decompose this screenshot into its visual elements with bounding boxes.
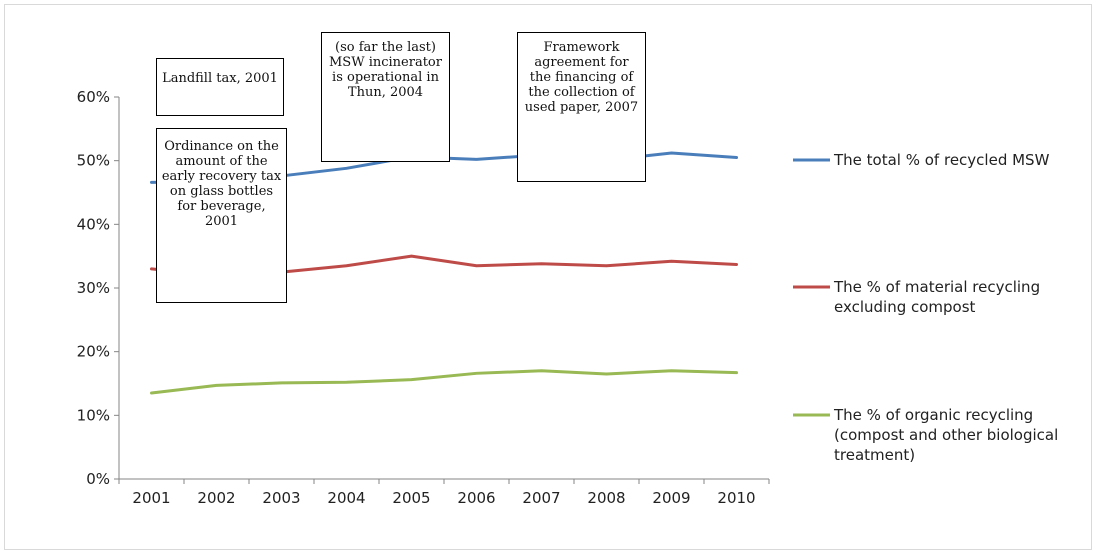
- series-point-1: [151, 181, 152, 183]
- series-point-2: [476, 265, 477, 267]
- series-point-2: [541, 263, 542, 265]
- series-point-3: [606, 373, 607, 375]
- series-point-2: [606, 265, 607, 267]
- series-point-3: [541, 370, 542, 372]
- series-point-1: [476, 158, 477, 160]
- series-point-3: [476, 372, 477, 374]
- series-point-3: [346, 381, 347, 383]
- series-point-1: [736, 156, 737, 158]
- series-point-2: [151, 268, 152, 270]
- series-point-3: [216, 384, 217, 386]
- legend-label-1: The total % of recycled MSW: [833, 151, 1050, 169]
- series-point-3: [281, 382, 282, 384]
- annotation-paper-collection-agreement: Framework agreement for the financing of…: [517, 32, 646, 182]
- y-tick-label: 60%: [77, 88, 110, 106]
- y-tick-label: 50%: [77, 152, 110, 170]
- y-tick-label: 40%: [77, 215, 110, 233]
- series-point-2: [346, 265, 347, 267]
- y-tick-label: 10%: [77, 406, 110, 424]
- legend-label-3: (compost and other biological: [834, 426, 1058, 444]
- series-point-3: [671, 370, 672, 372]
- series-point-3: [736, 372, 737, 374]
- legend-label-2: The % of material recycling: [833, 278, 1040, 296]
- x-tick-label: 2007: [522, 489, 560, 507]
- series-point-1: [671, 152, 672, 154]
- series-point-2: [411, 255, 412, 257]
- line-chart: 0% 10% 20% 30% 40% 50% 60% 2001 2002 2003 2004 2005…: [77, 88, 1059, 507]
- series-point-2: [736, 263, 737, 265]
- annotation-msw-incinerator: (so far the last) MSW incinerator is ope…: [321, 32, 450, 162]
- y-tick-label: 0%: [86, 470, 110, 488]
- x-tick-label: 2010: [717, 489, 755, 507]
- series-point-1: [346, 167, 347, 169]
- y-tick-label: 20%: [77, 343, 110, 361]
- legend-label-3: The % of organic recycling: [833, 406, 1033, 424]
- legend-label-3: treatment): [834, 446, 915, 464]
- x-tick-label: 2009: [652, 489, 690, 507]
- x-tick-label: 2006: [457, 489, 495, 507]
- x-tick-label: 2005: [392, 489, 430, 507]
- series-point-2: [671, 260, 672, 262]
- annotation-landfill-tax: Landfill tax, 2001: [156, 58, 284, 116]
- x-tick-label: 2008: [587, 489, 625, 507]
- y-tick-label: 30%: [77, 279, 110, 297]
- x-tick-label: 2001: [132, 489, 170, 507]
- chart-frame: 0% 10% 20% 30% 40% 50% 60% 2001 2002 2003 2004 2005…: [4, 4, 1092, 550]
- series-point-3: [151, 392, 152, 394]
- x-tick-label: 2004: [327, 489, 365, 507]
- x-tick-label: 2002: [197, 489, 235, 507]
- legend-label-2: excluding compost: [834, 298, 976, 316]
- series-point-3: [411, 379, 412, 381]
- annotation-glass-bottle-ordinance: Ordinance on the amount of the early rec…: [156, 128, 287, 303]
- series-line-3: [150, 369, 738, 395]
- x-tick-label: 2003: [262, 489, 300, 507]
